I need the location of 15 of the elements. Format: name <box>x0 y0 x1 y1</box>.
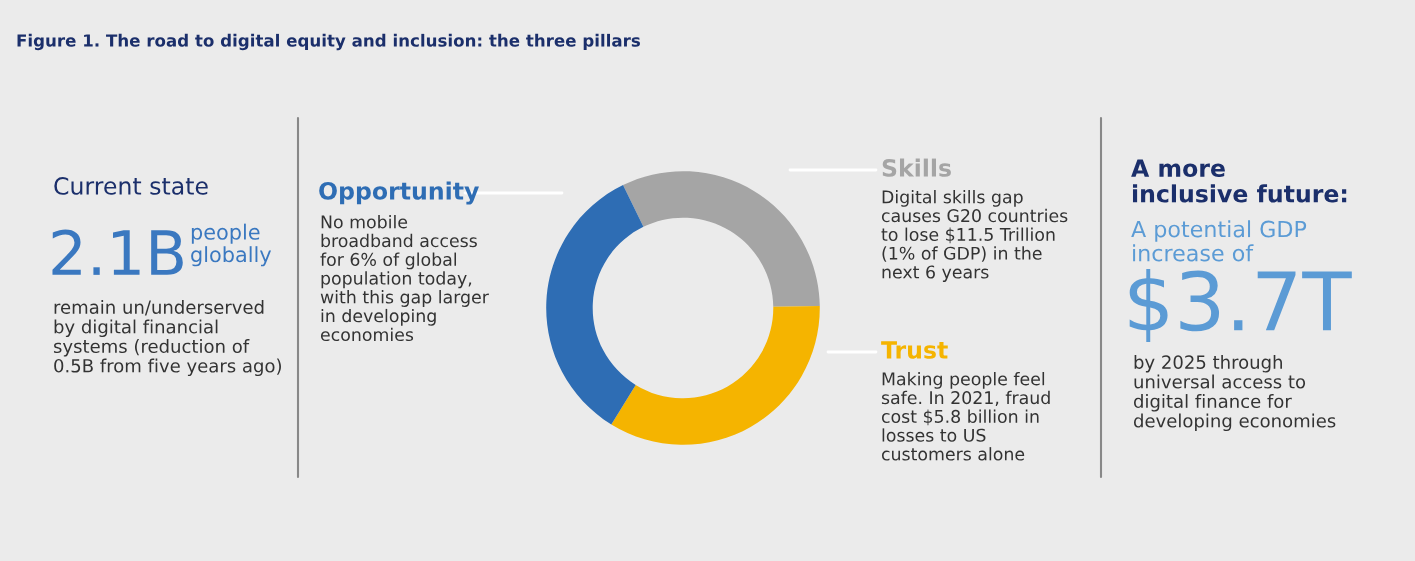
slice-label: Trust <box>881 341 948 359</box>
text: Making people feel safe. In 2021, fraud cost $5.8 billion in losses to US customers alone <box>881 372 1050 461</box>
text: by 2025 through universal access to digital finance for developing economies <box>1134 355 1336 432</box>
text: remain un/underserved by digital financial systems (reduction of 0.5B from five years ago) <box>53 300 281 377</box>
text: No mobile broadband access for 6% of global population today, with this gap larger in developing economies <box>320 215 489 342</box>
text: $3.7T <box>1129 269 1352 343</box>
text: Current state <box>54 176 208 195</box>
text: A more inclusive future: <box>1131 159 1347 203</box>
chart-title: Figure 1. The road to digital equity and inclusion: the three pillars <box>17 33 640 51</box>
text: Digital skills gap causes G20 countries to lose $11.5 Trillion (1% of GDP) in the next 6 years <box>881 190 1068 282</box>
slice-label: Skills <box>882 158 951 177</box>
text: people globally <box>191 223 272 267</box>
text: 2.1B <box>52 229 183 275</box>
text: A potential GDP increase of <box>1131 220 1307 262</box>
slice-label: Opportunity <box>319 181 479 205</box>
